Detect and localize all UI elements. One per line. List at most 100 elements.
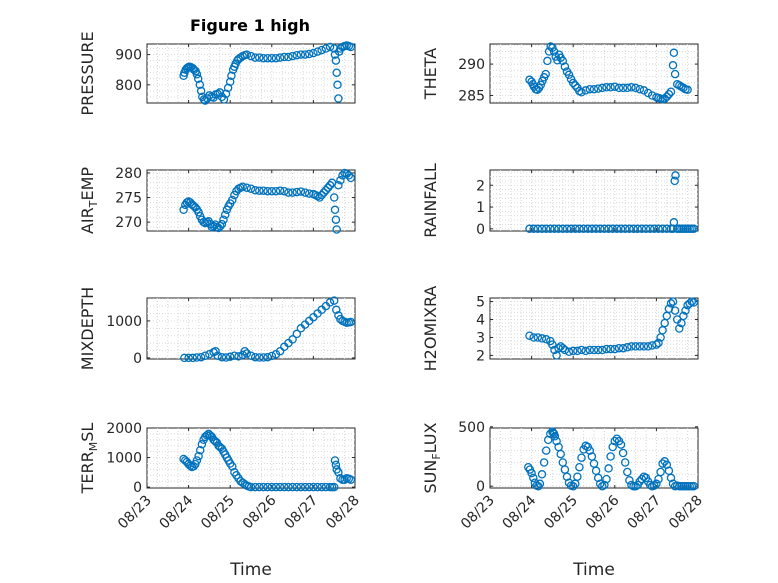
pressure-ytick-label: 800 [115, 78, 142, 94]
pressure-data-point [325, 42, 335, 52]
rainfall-ylabel: RAINFALL [421, 163, 440, 238]
terrmsl-data-point [334, 468, 343, 477]
sunflux-data-point [575, 462, 584, 472]
pressure-data-point [267, 53, 277, 63]
mixdepth-data-point [196, 352, 206, 362]
terrmsl-data-point [284, 482, 293, 492]
pressure-data-point [300, 50, 310, 59]
sunflux-data-point [604, 464, 613, 473]
rainfall-ytick-label: 2 [476, 178, 485, 194]
h2omixra-data-point [679, 311, 688, 321]
theta-data-point [589, 84, 599, 94]
h2omixra-ytick-label: 2 [476, 348, 485, 364]
theta-data-point [666, 87, 676, 96]
airtemp-data-point [313, 191, 322, 201]
terrmsl-data-point [255, 482, 264, 492]
sunflux-data-point [618, 448, 628, 458]
mixdepth-data-point [246, 351, 256, 360]
terrmsl-data-point [309, 482, 318, 492]
terrmsl-data-point [321, 482, 331, 492]
h2omixra-data-point [643, 342, 653, 351]
theta-data-point [683, 85, 692, 95]
airtemp-series [179, 168, 356, 234]
h2omixra-data-point [533, 333, 543, 342]
pressure-data-point [195, 80, 205, 90]
theta-data-point [664, 89, 674, 99]
theta-data-point [541, 69, 550, 79]
rainfall-data-point [558, 224, 568, 234]
sunflux-series [524, 427, 699, 491]
mixdepth-data-point [180, 353, 189, 363]
rainfall-data-point [645, 224, 655, 234]
terrmsl-data-point [346, 475, 356, 484]
h2omixra-data-point [550, 345, 559, 355]
rainfall-grid [490, 170, 698, 231]
pressure-data-point [246, 51, 256, 61]
airtemp-data-point [271, 186, 281, 196]
theta-data-point [623, 83, 632, 93]
h2omixra-data-point [654, 338, 663, 348]
sunflux-data-point [537, 470, 547, 479]
sunflux-data-point [593, 473, 603, 483]
h2omixra-data-point [675, 324, 684, 333]
pressure-data-point [205, 91, 214, 100]
terrmsl-data-point [336, 473, 345, 483]
mixdepth-data-point [225, 352, 235, 362]
airtemp-ytick-label: 270 [115, 215, 142, 231]
sunflux-data-point [606, 452, 615, 461]
rainfall-data-point [654, 224, 663, 234]
sunflux-data-point [568, 481, 578, 491]
airtemp-data-point [321, 185, 331, 195]
rainfall-data-point [595, 224, 605, 234]
pressure-data-point [259, 53, 268, 63]
airtemp-data-point [346, 173, 356, 183]
sunflux-data-point [550, 432, 560, 441]
terrmsl-xtick-label: 08/23 [115, 493, 155, 533]
h2omixra-data-point [635, 342, 645, 351]
airtemp-data-point [315, 193, 324, 202]
h2omixra-data-point [652, 340, 661, 349]
terrmsl-data-point [267, 482, 277, 492]
sunflux-xtick-label: 08/26 [583, 492, 623, 532]
rainfall-data-point [650, 224, 659, 234]
terrmsl-data-point [192, 456, 202, 465]
mixdepth-ylabel: MIXDEPTH [78, 287, 97, 370]
pressure-data-point [250, 53, 260, 62]
mixdepth-data-point [192, 353, 202, 362]
rainfall-ytick-label: 0 [476, 222, 485, 238]
theta-axes [489, 43, 699, 104]
h2omixra-data-point [529, 333, 538, 342]
pressure-data-point [215, 88, 225, 97]
theta-data-point [581, 86, 590, 95]
pressure-data-point [275, 53, 285, 62]
theta-data-point [660, 94, 669, 103]
sunflux-data-point [652, 479, 661, 489]
terrmsl-data-point [263, 482, 272, 492]
terrmsl-ytick-label: 1000 [106, 451, 142, 467]
theta-data-point [662, 92, 672, 101]
sunflux-data-point [573, 472, 582, 481]
h2omixra-data-point [573, 346, 582, 356]
pressure-data-point [288, 51, 297, 61]
rainfall-data-point [579, 224, 588, 234]
h2omixra-ytick-label: 4 [476, 313, 485, 329]
theta-ytick-label: 290 [458, 57, 485, 73]
theta-data-point [602, 83, 611, 92]
airtemp-data-point [334, 181, 343, 190]
airtemp-data-point [280, 186, 289, 196]
pressure-data-point [333, 80, 342, 90]
pressure-data-point [263, 53, 272, 63]
mixdepth-data-point [230, 351, 239, 360]
mixdepth-plot: 0 1000 MIXDEPTH [78, 287, 356, 370]
terrmsl-data-point [317, 482, 326, 492]
terrmsl-data-point [331, 460, 341, 470]
terrmsl-data-point [275, 482, 285, 492]
h2omixra-data-point [614, 343, 624, 353]
sunflux-data-point [552, 436, 561, 446]
h2omixra-data-point [589, 345, 599, 355]
mixdepth-data-point [234, 352, 243, 361]
mixdepth-data-point [221, 353, 231, 362]
rainfall-data-point [525, 224, 534, 234]
mixdepth-data-point [250, 352, 260, 362]
